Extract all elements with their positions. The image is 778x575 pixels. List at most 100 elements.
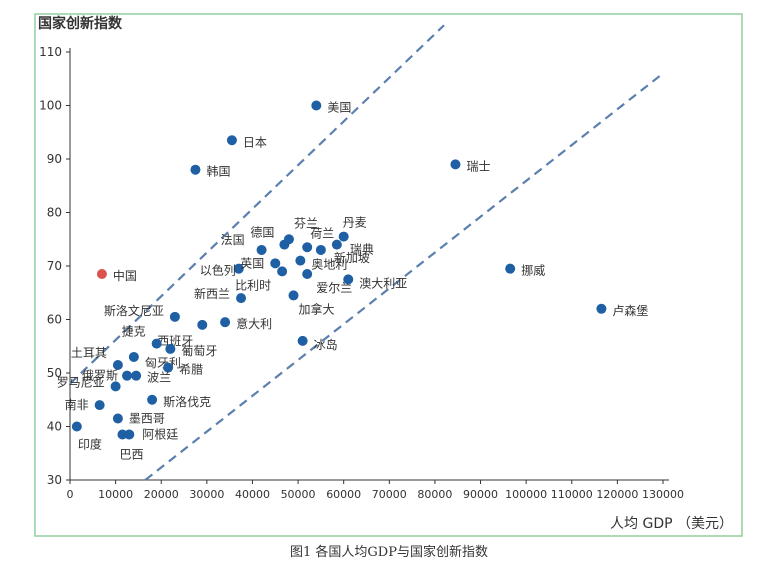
data-point <box>233 263 244 274</box>
y-tick-label: 90 <box>47 152 62 166</box>
data-label: 土耳其 <box>71 346 107 360</box>
data-point <box>220 317 231 328</box>
data-point <box>117 429 128 440</box>
data-label: 英国 <box>240 256 264 270</box>
data-label: 奥地利 <box>311 258 347 272</box>
data-label: 爱尔兰 <box>316 280 352 295</box>
data-label: 瑞典 <box>350 243 374 257</box>
data-label: 捷克 <box>122 325 146 339</box>
data-label: 芬兰 <box>294 216 318 230</box>
data-point <box>236 293 247 304</box>
data-point <box>151 338 162 349</box>
data-point <box>71 421 82 432</box>
data-point <box>147 394 158 405</box>
x-tick-label: 50000 <box>281 488 316 501</box>
data-label: 俄罗斯 <box>82 369 118 383</box>
data-label: 斯洛伐克 <box>163 394 211 409</box>
data-label: 加拿大 <box>299 301 335 316</box>
data-point <box>112 413 123 424</box>
x-tick-label: 40000 <box>235 488 270 501</box>
x-tick-label: 10000 <box>98 488 133 501</box>
data-label: 瑞士 <box>466 159 490 173</box>
data-label: 阿根廷 <box>142 428 178 442</box>
data-point <box>128 351 139 362</box>
data-label: 冰岛 <box>314 337 338 352</box>
data-label: 斯洛文尼亚 <box>104 303 164 318</box>
data-point <box>131 370 142 381</box>
data-label: 日本 <box>243 135 267 149</box>
data-label: 美国 <box>327 101 351 115</box>
data-label: 法国 <box>221 233 245 247</box>
figure-caption: 图1 各国人均GDP与国家创新指数 <box>290 545 488 560</box>
data-label: 希腊 <box>179 362 203 377</box>
data-point <box>302 242 313 253</box>
data-point <box>315 244 326 255</box>
data-label: 荷兰 <box>310 226 334 240</box>
data-label: 比利时 <box>235 278 271 292</box>
data-point <box>338 231 349 242</box>
x-tick-label: 90000 <box>463 488 498 501</box>
data-point <box>190 164 201 175</box>
data-label: 意大利 <box>236 316 272 331</box>
plot-area: 30 40 50 60 70 80 90 100 110 0 10000 20000 30000 4000… <box>39 24 684 501</box>
data-label: 以色列 <box>200 264 236 278</box>
data-label: 匈牙利 <box>145 356 181 370</box>
y-tick-label: 60 <box>47 313 62 327</box>
data-point <box>169 311 180 322</box>
data-point <box>226 135 237 146</box>
x-tick-label: 80000 <box>417 488 452 501</box>
data-point <box>295 255 306 266</box>
x-tick-label: 0 <box>67 488 74 501</box>
data-label: 墨西哥 <box>129 411 165 425</box>
x-tick-label: 110000 <box>551 488 593 501</box>
data-label: 中国 <box>113 268 137 283</box>
data-label: 印度 <box>78 437 102 452</box>
data-point <box>505 263 516 274</box>
y-tick-label: 30 <box>47 473 62 487</box>
data-point <box>163 362 174 373</box>
data-point <box>450 159 461 170</box>
x-tick-label: 100000 <box>505 488 547 501</box>
x-tick-label: 130000 <box>642 488 684 501</box>
data-point <box>96 269 107 280</box>
x-axis-label: 人均 GDP （美元） <box>610 516 733 532</box>
x-tick-label: 60000 <box>326 488 361 501</box>
reference-line-2 <box>144 72 664 481</box>
data-label: 新加坡 <box>334 250 370 265</box>
data-point <box>331 239 342 250</box>
data-label: 韩国 <box>206 164 230 179</box>
x-tick-label: 30000 <box>189 488 224 501</box>
y-tick-label: 40 <box>47 420 62 434</box>
data-label: 挪威 <box>521 264 545 278</box>
x-tick-label: 70000 <box>372 488 407 501</box>
data-label: 澳大利亚 <box>359 276 407 290</box>
data-point <box>270 258 281 269</box>
y-axis-label: 国家创新指数 <box>38 15 123 32</box>
data-point <box>277 266 288 277</box>
data-label: 葡萄牙 <box>181 344 217 358</box>
data-point <box>124 429 135 440</box>
data-label: 波兰 <box>147 371 171 385</box>
data-point <box>256 244 267 255</box>
y-tick-label: 100 <box>39 99 62 113</box>
data-point <box>297 335 308 346</box>
y-tick-label: 110 <box>39 45 62 59</box>
x-tick-label: 20000 <box>144 488 179 501</box>
reference-line-1 <box>69 24 445 385</box>
data-label: 巴西 <box>119 448 143 462</box>
data-point <box>197 319 208 330</box>
data-label: 丹麦 <box>343 216 367 230</box>
data-point <box>311 100 322 111</box>
data-point <box>110 381 121 392</box>
data-point <box>283 234 294 245</box>
data-label: 德国 <box>250 225 274 240</box>
data-label: 西班牙 <box>157 334 193 348</box>
data-point <box>112 359 123 370</box>
data-label: 新西兰 <box>194 286 230 301</box>
data-point <box>165 343 176 354</box>
data-point <box>122 370 133 381</box>
chart-frame <box>34 13 743 537</box>
y-tick-label: 50 <box>47 366 62 380</box>
data-label: 南非 <box>65 397 89 412</box>
